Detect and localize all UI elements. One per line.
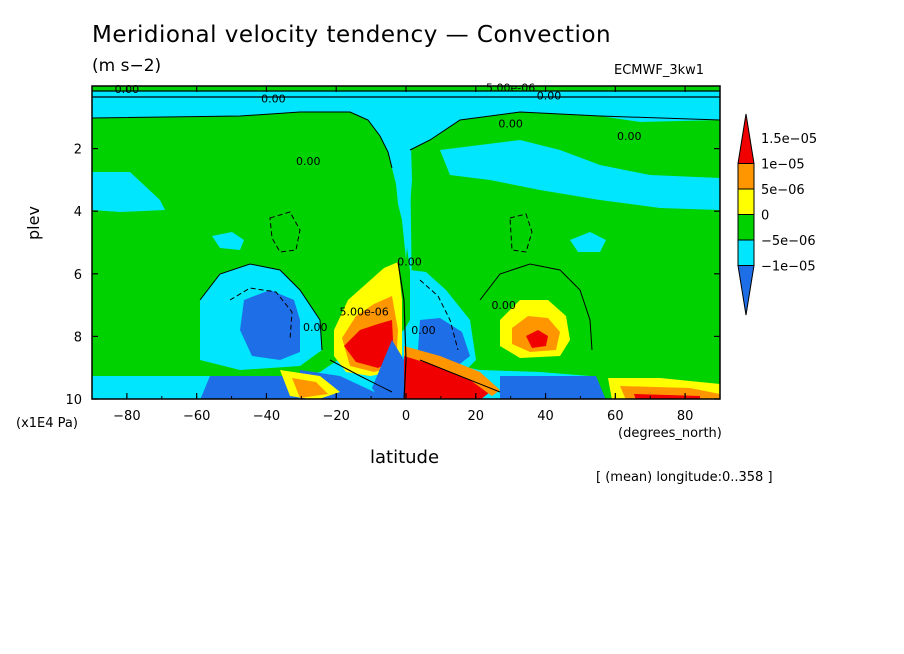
contour-label: 0.00 (411, 324, 436, 337)
colorbar-label: 1.5e−05 (761, 132, 817, 147)
x-tick-label: −80 (113, 409, 140, 424)
y-axis-units: (x1E4 Pa) (16, 416, 78, 431)
averaging-note: [ (mean) longitude:0..358 ] (596, 470, 773, 485)
colorbar-label: −5e−06 (761, 234, 816, 249)
chart-title: Meridional velocity tendency — Convectio… (92, 22, 612, 48)
x-tick-label: 0 (402, 409, 410, 424)
contour-label: 0.00 (397, 255, 422, 268)
contour-label: 0.00 (617, 130, 642, 143)
y-tick-label: 10 (65, 393, 82, 408)
x-tick-label: 60 (607, 409, 624, 424)
y-tick-label: 6 (74, 268, 82, 283)
x-tick-label: 40 (537, 409, 554, 424)
contour-fills (92, 86, 720, 399)
y-tick-label: 2 (74, 143, 82, 158)
colorbar-swatch (737, 188, 755, 215)
x-axis-units: (degrees_north) (618, 426, 722, 441)
chart-units: (m s−2) (92, 56, 162, 76)
x-tick-label: −60 (183, 409, 210, 424)
x-axis-label: latitude (370, 447, 440, 468)
colorbar-label: −1e−05 (761, 260, 816, 275)
colorbar-swatch (737, 214, 755, 241)
y-tick-label: 4 (74, 205, 82, 220)
contour-label: 0.00 (303, 321, 328, 334)
contour-label: 5.00e-06 (340, 305, 389, 318)
contour-label: 0.00 (498, 118, 523, 131)
colorbar-swatch (737, 163, 755, 190)
axes: −80 −60 −40 −20 0 20 40 60 80 2 4 6 8 10 (65, 86, 721, 424)
x-tick-label: 20 (468, 409, 485, 424)
y-tick-label: 8 (74, 330, 82, 345)
colorbar-label: 0 (761, 209, 769, 224)
contour-label: 0.00 (537, 89, 562, 102)
contour-label: 5.00e-06 (486, 82, 535, 95)
colorbar-label: 5e−06 (761, 183, 805, 198)
x-tick-label: 80 (677, 409, 694, 424)
dataset-label: ECMWF_3kw1 (614, 63, 705, 78)
colorbar-swatch (737, 113, 755, 164)
contour-label: 0.00 (296, 155, 321, 168)
x-tick-label: −20 (323, 409, 350, 424)
contour-label: 0.00 (491, 299, 516, 312)
colorbar-label: 1e−05 (761, 158, 805, 173)
colorbar-swatch (737, 239, 755, 266)
contour-label-group: 0.000.000.000.000.000.005.00e-060.005.00… (115, 82, 642, 338)
contour-label: 0.00 (261, 93, 286, 106)
colorbar: 1.5e−05 1e−05 5e−06 0 −5e−06 −1e−05 (737, 113, 817, 316)
x-tick-label: −40 (253, 409, 280, 424)
colorbar-swatch (737, 265, 755, 316)
